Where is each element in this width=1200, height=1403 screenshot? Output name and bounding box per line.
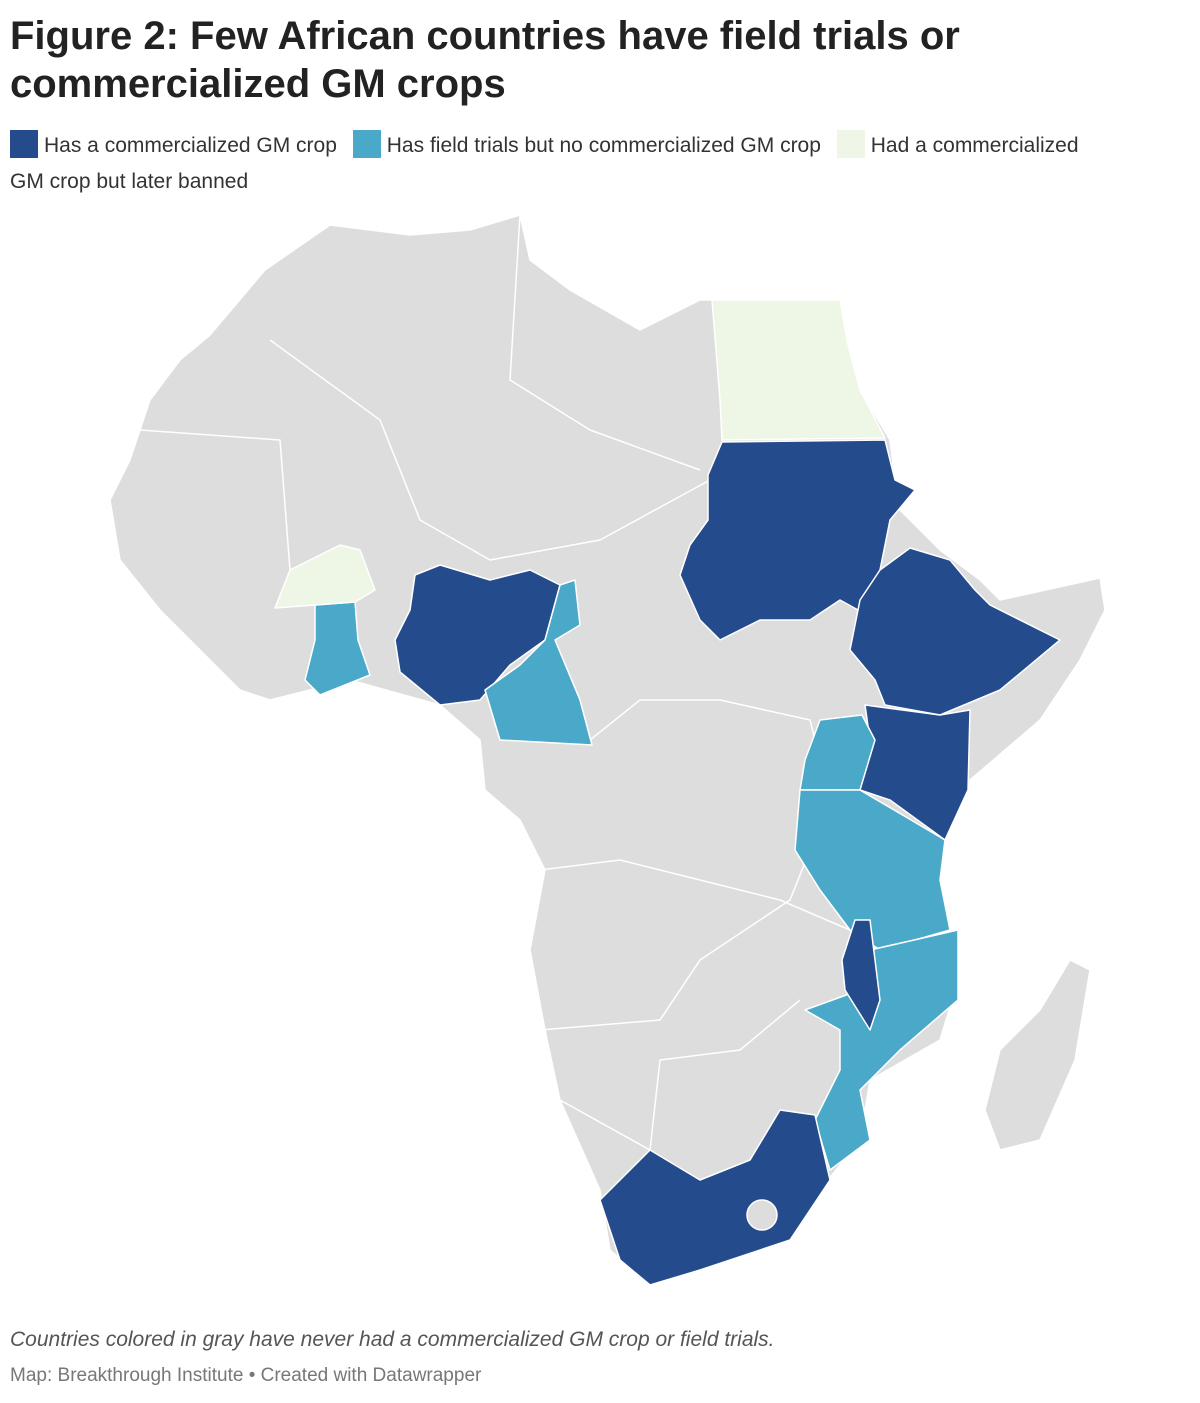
legend-item: Has a commercialized GM crop [10,130,337,158]
malawi [841,919,881,1031]
legend: Has a commercialized GM crop Has field t… [10,128,1110,200]
border [269,339,711,561]
legend-item: Had a commercialized GM crop but later b… [10,130,1079,193]
lesotho [746,1199,778,1231]
legend-label: Had a commercialized GM crop but later b… [10,134,1079,193]
border [509,214,701,471]
source: Map: Breakthrough Institute • Created wi… [10,1365,482,1386]
legend-item: Has field trials but no commercialized G… [352,130,821,158]
burkina-faso [274,544,376,609]
mozambique [804,929,959,1171]
legend-label: Has field trials but no commercialized G… [386,134,821,157]
border [559,999,801,1151]
legend-swatch [10,130,38,158]
egypt [711,299,886,441]
madagascar [984,959,1091,1151]
south-africa [599,1109,831,1286]
legend-label: Has a commercialized GM crop [44,134,337,157]
cameroon [484,579,593,746]
ethiopia [849,547,1061,716]
nigeria [394,564,561,706]
border [139,429,291,571]
sudan [679,439,916,641]
ghana [304,601,371,696]
map [109,214,1106,1286]
note: Countries colored in gray have never had… [10,1328,775,1351]
legend-swatch [836,130,865,158]
title: Figure 2: Few African countries have fie… [10,14,960,106]
border [539,859,851,931]
legend-swatch [352,130,381,158]
